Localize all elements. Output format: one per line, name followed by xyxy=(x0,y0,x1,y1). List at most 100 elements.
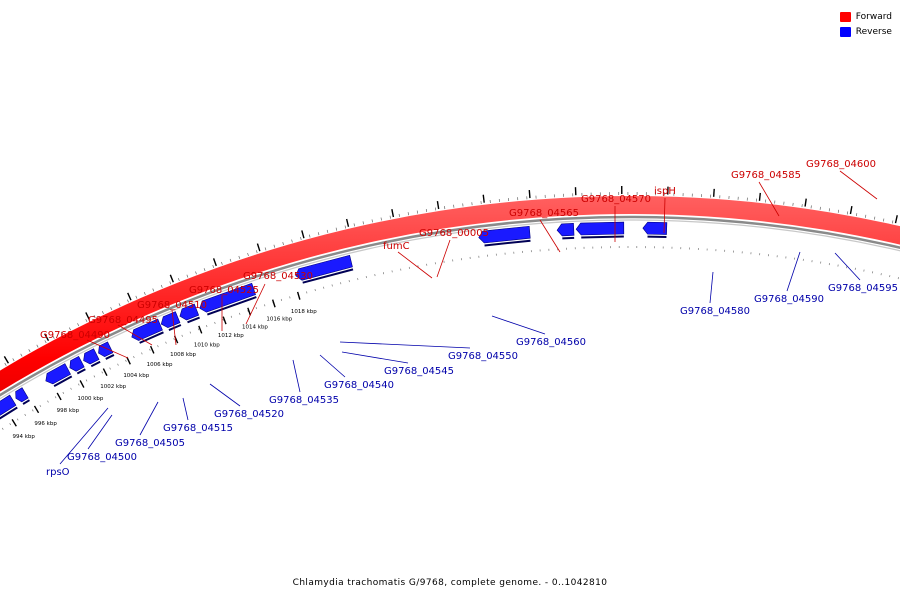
scale-tick xyxy=(247,307,252,316)
reverse-gene-arrow xyxy=(131,318,163,341)
minor-tick-outer xyxy=(855,213,858,217)
forward-leader-line xyxy=(171,309,177,346)
minor-tick-inner xyxy=(39,404,42,408)
minor-tick-outer xyxy=(353,223,356,227)
minor-tick-inner xyxy=(101,371,103,374)
major-tick-outer xyxy=(169,274,174,283)
minor-tick-outer xyxy=(837,209,840,213)
major-tick-outer xyxy=(3,356,10,364)
reverse-leader-line xyxy=(319,354,346,378)
minor-tick-outer xyxy=(52,335,55,339)
reverse-gene-label: G9768_04560 xyxy=(516,337,586,348)
minor-tick-outer xyxy=(20,353,23,357)
scale-label: 1000 kbp xyxy=(77,396,103,402)
reverse-gene-shadow xyxy=(581,235,624,239)
minor-tick-inner xyxy=(141,352,143,355)
reverse-gene-shadow xyxy=(484,239,531,247)
reverse-gene-shadow xyxy=(105,354,115,360)
major-tick-outer xyxy=(894,215,898,224)
reverse-gene-arrow xyxy=(98,341,114,358)
minor-tick-outer xyxy=(28,349,31,353)
minor-tick-outer xyxy=(118,303,121,307)
minor-tick-inner xyxy=(189,331,192,334)
minor-tick-outer xyxy=(195,271,197,275)
reverse-leader-line xyxy=(87,414,113,450)
minor-tick-inner xyxy=(24,413,27,416)
minor-tick-inner xyxy=(314,288,316,292)
minor-tick-outer xyxy=(389,215,391,219)
major-tick-outer xyxy=(482,194,485,203)
reverse-strand-line xyxy=(0,215,900,397)
reverse-gene-label: G9768_04595 xyxy=(828,283,898,294)
gene-layer xyxy=(0,221,668,420)
reverse-gene-label: G9768_04580 xyxy=(680,306,750,317)
reverse-gene-shadow xyxy=(22,399,30,405)
forward-gene-label: G9768_04530 xyxy=(243,271,313,282)
minor-tick-inner xyxy=(117,363,119,366)
forward-gene-label: G9768_04570 xyxy=(581,194,651,205)
reverse-leader-line xyxy=(491,315,546,335)
minor-tick-outer xyxy=(85,319,88,323)
minor-tick-inner xyxy=(149,348,151,351)
minor-tick-outer xyxy=(864,214,867,218)
scale-label: 1006 kbp xyxy=(147,362,173,368)
major-tick-outer xyxy=(528,190,531,199)
major-tick-outer xyxy=(712,188,715,197)
reverse-gene-arrow xyxy=(478,225,531,244)
reverse-gene-shadow xyxy=(90,360,101,368)
minor-tick-inner xyxy=(109,367,111,370)
legend-reverse-label: Reverse xyxy=(855,26,892,37)
reverse-gene-label: rpsO xyxy=(46,467,70,478)
minor-tick-outer xyxy=(152,288,155,292)
reverse-strand-shadow xyxy=(0,219,900,400)
forward-leader-line xyxy=(117,324,153,346)
legend: Forward Reverse xyxy=(839,9,892,39)
major-tick-outer xyxy=(436,201,440,210)
minor-tick-inner xyxy=(16,418,19,421)
scale-tick xyxy=(126,356,131,365)
reverse-gene-label: G9768_04550 xyxy=(448,351,518,362)
scale-tick xyxy=(56,392,62,401)
minor-tick-inner xyxy=(306,291,308,294)
minor-tick-inner xyxy=(280,298,283,302)
reverse-leader-line xyxy=(834,252,861,281)
forward-gene-label: G9768_00005 xyxy=(419,228,489,239)
forward-gene-label: G9768_04600 xyxy=(806,159,876,170)
reverse-leader-line xyxy=(292,359,301,393)
minor-tick-inner xyxy=(93,375,96,378)
minor-tick-inner xyxy=(331,284,333,287)
minor-tick-outer xyxy=(203,268,206,272)
major-tick-outer xyxy=(849,205,853,215)
minor-tick-inner xyxy=(197,328,200,331)
forward-gene-label: fumC xyxy=(383,241,410,252)
major-tick-outer xyxy=(85,312,90,320)
scale-tick xyxy=(79,380,85,388)
reverse-gene-label: G9768_04535 xyxy=(269,395,339,406)
reverse-gene-shadow xyxy=(76,368,86,375)
major-tick-outer xyxy=(301,230,305,239)
reverse-gene-arrow xyxy=(556,223,575,237)
minor-tick-outer xyxy=(371,219,373,223)
minor-tick-outer xyxy=(407,212,409,216)
reverse-gene-label: G9768_04540 xyxy=(324,380,394,391)
reverse-gene-shadow xyxy=(53,375,73,387)
reverse-gene-arrow xyxy=(83,348,100,365)
minor-tick-outer xyxy=(291,239,293,243)
minor-tick-outer xyxy=(846,211,849,215)
scale-label: 1004 kbp xyxy=(123,373,149,379)
scale-tick xyxy=(102,368,108,376)
minor-tick-inner xyxy=(255,307,257,310)
major-tick-outer xyxy=(391,209,395,218)
minor-tick-inner xyxy=(62,391,65,395)
minor-tick-inner xyxy=(1,427,4,430)
genome-caption: Chlamydia trachomatis G/9768, complete g… xyxy=(292,578,608,588)
minor-tick-outer xyxy=(101,311,104,315)
minor-tick-outer xyxy=(362,221,364,225)
scale-tick xyxy=(33,405,40,414)
minor-tick-inner xyxy=(222,318,224,321)
minor-tick-outer xyxy=(160,284,163,288)
minor-tick-outer xyxy=(335,227,338,231)
forward-gene-label: G9768_04510 xyxy=(137,300,207,311)
minor-tick-outer xyxy=(177,277,180,282)
minor-tick-outer xyxy=(238,255,241,259)
